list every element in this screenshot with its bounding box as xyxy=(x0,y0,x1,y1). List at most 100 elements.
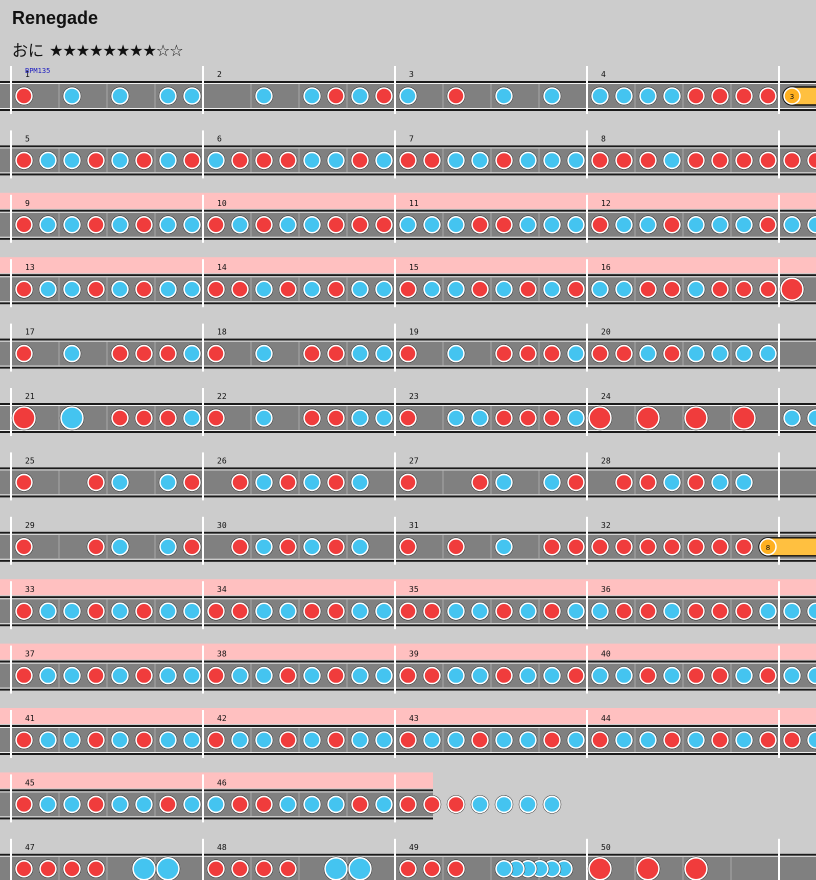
ka-note xyxy=(807,666,816,685)
ka-note xyxy=(159,280,177,299)
measure-number: 31 xyxy=(409,521,419,530)
ka-note xyxy=(495,537,513,556)
don-note xyxy=(399,666,417,685)
ka-note xyxy=(255,602,273,621)
don-note xyxy=(399,344,417,363)
don-note xyxy=(399,473,417,492)
don-note xyxy=(711,666,729,685)
ka-note xyxy=(567,602,585,621)
ka-note xyxy=(735,344,753,363)
ka-note xyxy=(39,216,57,234)
don-note xyxy=(663,731,681,749)
ka-note xyxy=(543,151,561,170)
measure-number: 2 xyxy=(217,70,222,79)
ka-note xyxy=(183,87,201,105)
measure-number: 26 xyxy=(217,456,227,465)
don-note xyxy=(87,731,105,749)
don-note xyxy=(567,280,585,299)
ka-note xyxy=(159,216,177,234)
ka-note xyxy=(255,473,273,492)
ka-note xyxy=(279,216,297,234)
don-note xyxy=(615,151,633,170)
ka-note xyxy=(159,602,177,621)
don-note xyxy=(327,537,345,556)
measure-number: 48 xyxy=(217,843,227,852)
ka-note xyxy=(303,280,321,299)
ka-note xyxy=(807,409,816,427)
don-note xyxy=(279,473,297,492)
measure-number: 17 xyxy=(25,328,35,337)
ka-note xyxy=(63,151,81,170)
ka-note xyxy=(375,602,393,621)
ka-note xyxy=(447,216,465,234)
don-note xyxy=(327,731,345,749)
measure-number: 7 xyxy=(409,134,414,143)
ka-note xyxy=(351,731,369,749)
measure-number: 43 xyxy=(409,714,419,723)
fumen-row: 5 6 7 8 xyxy=(0,130,816,179)
measure-number: 19 xyxy=(409,328,419,337)
ka-note xyxy=(351,666,369,685)
ka-note xyxy=(543,87,561,105)
drumroll-count: 8 xyxy=(766,544,770,552)
don-note xyxy=(231,151,249,170)
don-note xyxy=(207,731,225,749)
don-note xyxy=(591,731,609,749)
don-note xyxy=(615,473,633,492)
don-note xyxy=(543,602,561,621)
ka-note xyxy=(543,473,561,492)
ka-note xyxy=(519,216,537,234)
ka-note xyxy=(471,409,489,427)
ka-note xyxy=(543,280,561,299)
don-note xyxy=(399,280,417,299)
don-note xyxy=(39,859,57,878)
ka-note xyxy=(591,87,609,105)
drumroll-count: 3 xyxy=(790,93,794,101)
ka-note xyxy=(327,151,345,170)
measure-number: 13 xyxy=(25,263,35,272)
ka-note xyxy=(519,602,537,621)
measure-number: 18 xyxy=(217,328,227,337)
don-note xyxy=(687,537,705,556)
don-note xyxy=(279,280,297,299)
ka-note xyxy=(735,216,753,234)
don-note xyxy=(87,666,105,685)
don-note xyxy=(591,151,609,170)
ka-note xyxy=(375,666,393,685)
don-note xyxy=(807,151,816,170)
don-note xyxy=(543,409,561,427)
fumen-row: 17 18 19 20 xyxy=(0,323,816,372)
ka-note xyxy=(759,344,777,363)
don-note xyxy=(87,795,105,814)
ka-note xyxy=(711,473,729,492)
ka-note xyxy=(447,731,465,749)
ka-note xyxy=(567,216,585,234)
ka-note xyxy=(39,280,57,299)
ka-note xyxy=(159,731,177,749)
ka-note xyxy=(255,537,273,556)
don-note xyxy=(207,409,225,427)
ka-note xyxy=(639,87,657,105)
measure-number: 37 xyxy=(25,650,35,659)
ka-note xyxy=(111,602,129,621)
ka-note xyxy=(63,666,81,685)
don-note xyxy=(543,344,561,363)
don-note xyxy=(711,731,729,749)
ka-note xyxy=(591,602,609,621)
measure-number: 41 xyxy=(25,714,35,723)
don-note xyxy=(447,795,465,814)
don-note xyxy=(255,151,273,170)
don-note xyxy=(639,473,657,492)
measure-number: 32 xyxy=(601,521,611,530)
don-note xyxy=(135,731,153,749)
ka-note xyxy=(471,151,489,170)
don-note xyxy=(255,859,273,878)
gogo-band xyxy=(0,192,816,209)
don-note xyxy=(327,602,345,621)
don-note xyxy=(663,344,681,363)
don-note xyxy=(279,731,297,749)
ka-note xyxy=(783,216,801,234)
ka-note xyxy=(375,344,393,363)
ka-note xyxy=(63,602,81,621)
